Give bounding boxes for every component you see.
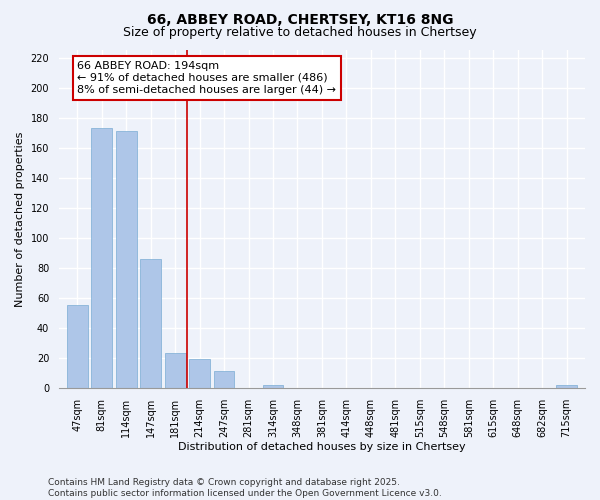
Bar <box>67 306 88 388</box>
Bar <box>263 385 283 388</box>
Text: Contains HM Land Registry data © Crown copyright and database right 2025.
Contai: Contains HM Land Registry data © Crown c… <box>48 478 442 498</box>
Bar <box>91 128 112 388</box>
Text: 66, ABBEY ROAD, CHERTSEY, KT16 8NG: 66, ABBEY ROAD, CHERTSEY, KT16 8NG <box>147 12 453 26</box>
Y-axis label: Number of detached properties: Number of detached properties <box>15 131 25 306</box>
Bar <box>556 385 577 388</box>
Bar <box>140 258 161 388</box>
Bar <box>189 360 210 388</box>
Bar <box>214 372 235 388</box>
Bar <box>116 131 137 388</box>
X-axis label: Distribution of detached houses by size in Chertsey: Distribution of detached houses by size … <box>178 442 466 452</box>
Bar <box>165 354 185 388</box>
Text: 66 ABBEY ROAD: 194sqm
← 91% of detached houses are smaller (486)
8% of semi-deta: 66 ABBEY ROAD: 194sqm ← 91% of detached … <box>77 60 337 96</box>
Text: Size of property relative to detached houses in Chertsey: Size of property relative to detached ho… <box>123 26 477 39</box>
